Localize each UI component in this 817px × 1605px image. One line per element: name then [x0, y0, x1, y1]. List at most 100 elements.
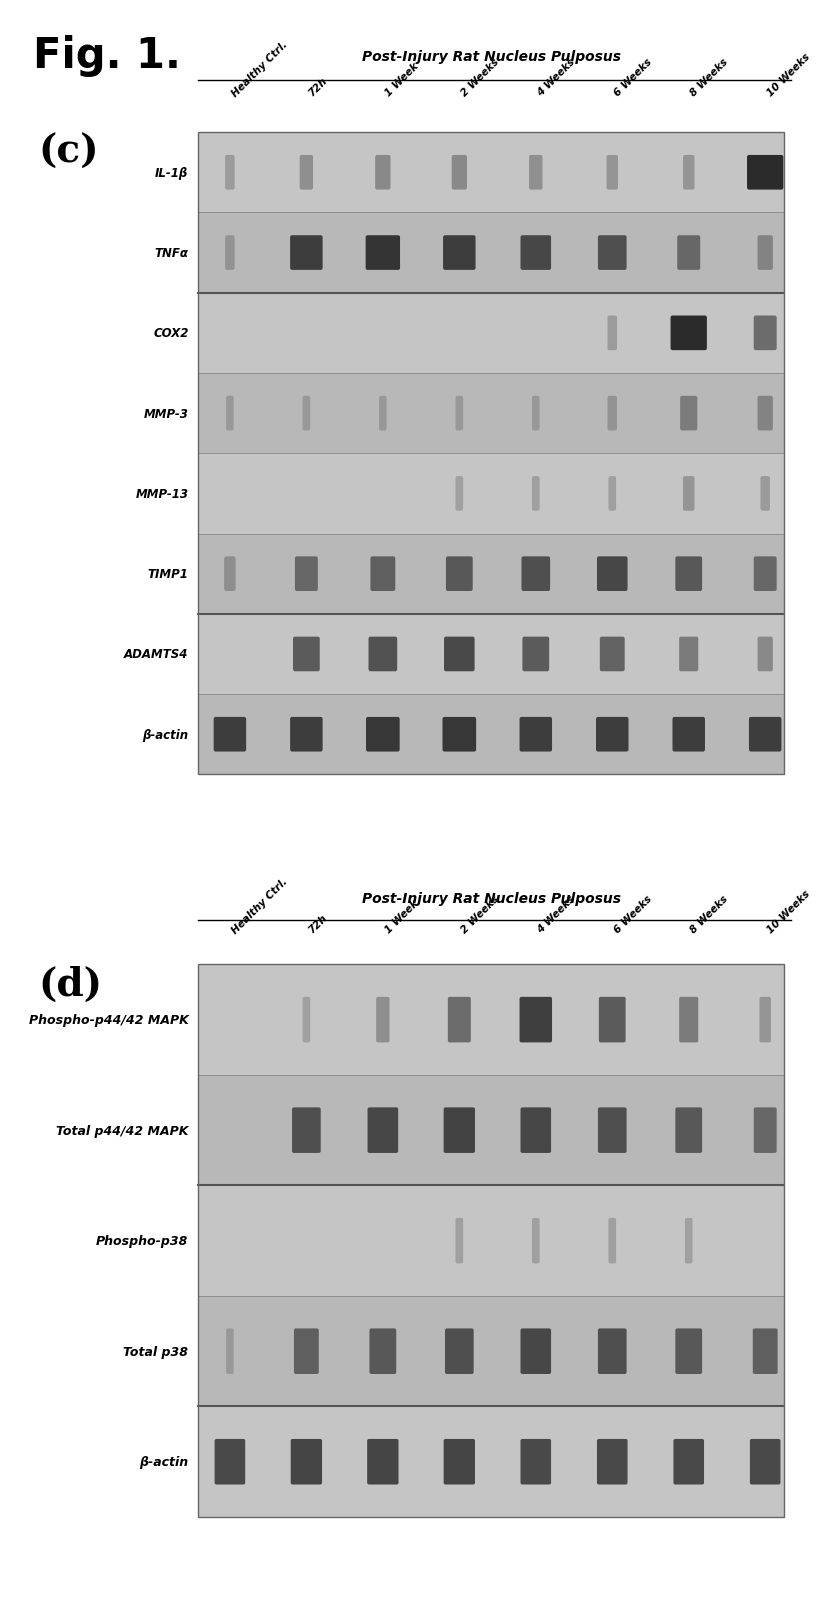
Text: Phospho-p44/42 MAPK: Phospho-p44/42 MAPK [29, 1013, 189, 1027]
FancyBboxPatch shape [676, 557, 702, 592]
FancyBboxPatch shape [369, 1329, 396, 1374]
FancyBboxPatch shape [673, 1440, 704, 1485]
Bar [198, 695, 784, 775]
FancyBboxPatch shape [598, 236, 627, 271]
FancyBboxPatch shape [522, 637, 549, 672]
FancyBboxPatch shape [608, 396, 617, 432]
Text: Total p38: Total p38 [123, 1345, 189, 1358]
FancyBboxPatch shape [747, 156, 784, 191]
FancyBboxPatch shape [370, 557, 395, 592]
Text: Phospho-p38: Phospho-p38 [96, 1234, 189, 1247]
FancyBboxPatch shape [444, 1107, 475, 1154]
FancyBboxPatch shape [749, 717, 781, 753]
FancyBboxPatch shape [215, 1440, 245, 1485]
FancyBboxPatch shape [597, 557, 627, 592]
FancyBboxPatch shape [368, 1107, 398, 1154]
Bar [198, 213, 784, 294]
Text: 72h: 72h [306, 913, 329, 936]
FancyBboxPatch shape [754, 557, 777, 592]
Bar [198, 133, 784, 213]
FancyBboxPatch shape [683, 156, 694, 191]
FancyBboxPatch shape [520, 717, 552, 753]
FancyBboxPatch shape [750, 1440, 780, 1485]
Bar [198, 454, 784, 534]
FancyBboxPatch shape [443, 236, 475, 271]
FancyBboxPatch shape [677, 236, 700, 271]
Bar [198, 294, 784, 374]
FancyBboxPatch shape [224, 557, 235, 592]
FancyBboxPatch shape [292, 1107, 321, 1154]
FancyBboxPatch shape [679, 637, 699, 672]
Text: β-actin: β-actin [140, 1456, 189, 1469]
FancyBboxPatch shape [214, 717, 246, 753]
Text: Fig. 1.: Fig. 1. [33, 35, 181, 77]
Text: ADAMTS4: ADAMTS4 [124, 648, 189, 661]
FancyBboxPatch shape [761, 477, 770, 512]
Text: 2 Weeks: 2 Weeks [459, 58, 501, 98]
FancyBboxPatch shape [532, 396, 539, 432]
FancyBboxPatch shape [606, 156, 618, 191]
FancyBboxPatch shape [225, 156, 234, 191]
FancyBboxPatch shape [294, 1329, 319, 1374]
Text: 6 Weeks: 6 Weeks [612, 894, 654, 936]
Text: 10 Weeks: 10 Weeks [766, 889, 812, 936]
Text: MMP-13: MMP-13 [136, 488, 189, 501]
FancyBboxPatch shape [754, 316, 777, 351]
Text: TNFα: TNFα [154, 247, 189, 260]
FancyBboxPatch shape [609, 477, 616, 512]
FancyBboxPatch shape [444, 1440, 475, 1485]
Bar [198, 1406, 784, 1517]
Text: MMP-3: MMP-3 [144, 408, 189, 421]
FancyBboxPatch shape [226, 396, 234, 432]
FancyBboxPatch shape [683, 477, 694, 512]
FancyBboxPatch shape [290, 717, 323, 753]
FancyBboxPatch shape [597, 1440, 627, 1485]
FancyBboxPatch shape [225, 236, 234, 271]
FancyBboxPatch shape [446, 557, 473, 592]
FancyBboxPatch shape [676, 1107, 702, 1154]
Text: Post-Injury Rat Nucleus Pulposus: Post-Injury Rat Nucleus Pulposus [362, 891, 621, 905]
FancyBboxPatch shape [609, 1218, 616, 1263]
Text: 1 Week: 1 Week [383, 61, 420, 98]
FancyBboxPatch shape [598, 1329, 627, 1374]
FancyBboxPatch shape [520, 997, 552, 1043]
FancyBboxPatch shape [452, 156, 467, 191]
FancyBboxPatch shape [598, 1107, 627, 1154]
FancyBboxPatch shape [680, 396, 698, 432]
FancyBboxPatch shape [685, 1218, 693, 1263]
Text: (d): (d) [38, 965, 103, 1003]
FancyBboxPatch shape [760, 997, 771, 1043]
FancyBboxPatch shape [302, 396, 310, 432]
FancyBboxPatch shape [596, 717, 628, 753]
FancyBboxPatch shape [676, 1329, 702, 1374]
FancyBboxPatch shape [366, 717, 400, 753]
FancyBboxPatch shape [444, 637, 475, 672]
Text: Healthy Ctrl.: Healthy Ctrl. [230, 39, 289, 98]
FancyBboxPatch shape [376, 997, 390, 1043]
Bar [198, 1186, 784, 1297]
Text: TIMP1: TIMP1 [148, 568, 189, 581]
FancyBboxPatch shape [300, 156, 313, 191]
FancyBboxPatch shape [520, 1107, 551, 1154]
FancyBboxPatch shape [456, 396, 463, 432]
Text: 6 Weeks: 6 Weeks [612, 58, 654, 98]
Text: β-actin: β-actin [142, 729, 189, 742]
Text: Post-Injury Rat Nucleus Pulposus: Post-Injury Rat Nucleus Pulposus [362, 50, 621, 64]
FancyBboxPatch shape [367, 1440, 399, 1485]
FancyBboxPatch shape [293, 637, 319, 672]
FancyBboxPatch shape [375, 156, 391, 191]
Bar [198, 374, 784, 454]
FancyBboxPatch shape [600, 637, 625, 672]
Text: 10 Weeks: 10 Weeks [766, 51, 812, 98]
Text: COX2: COX2 [153, 327, 189, 340]
FancyBboxPatch shape [448, 997, 471, 1043]
FancyBboxPatch shape [379, 396, 386, 432]
Bar [198, 1297, 784, 1406]
Text: IL-1β: IL-1β [155, 167, 189, 180]
Text: 1 Week: 1 Week [383, 897, 420, 936]
FancyBboxPatch shape [608, 316, 617, 351]
FancyBboxPatch shape [529, 156, 542, 191]
FancyBboxPatch shape [291, 1440, 322, 1485]
FancyBboxPatch shape [366, 236, 400, 271]
FancyBboxPatch shape [532, 1218, 539, 1263]
